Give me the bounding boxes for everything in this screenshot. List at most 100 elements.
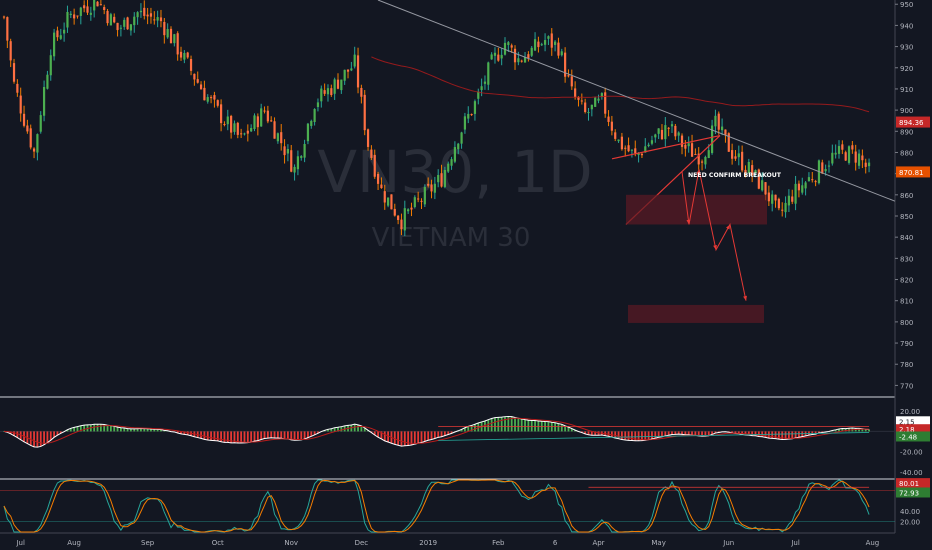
- candle[interactable]: [480, 78, 483, 97]
- candle[interactable]: [787, 189, 790, 213]
- candle[interactable]: [86, 0, 89, 15]
- candle[interactable]: [854, 144, 857, 171]
- candle[interactable]: [851, 140, 854, 154]
- candle[interactable]: [39, 111, 42, 134]
- candle[interactable]: [123, 17, 126, 30]
- candle[interactable]: [423, 184, 426, 208]
- candle[interactable]: [473, 99, 477, 121]
- candle[interactable]: [356, 47, 360, 94]
- candle[interactable]: [590, 104, 593, 117]
- candle[interactable]: [751, 160, 754, 183]
- candle[interactable]: [129, 24, 133, 36]
- candle[interactable]: [330, 84, 333, 97]
- candle[interactable]: [687, 136, 690, 153]
- candle[interactable]: [777, 197, 780, 211]
- candle[interactable]: [650, 135, 654, 146]
- candle[interactable]: [771, 190, 774, 212]
- candle[interactable]: [841, 140, 844, 155]
- candle[interactable]: [260, 103, 263, 127]
- candle[interactable]: [109, 12, 112, 26]
- candle[interactable]: [363, 90, 366, 136]
- candle[interactable]: [203, 80, 206, 101]
- candle[interactable]: [617, 139, 620, 143]
- candle[interactable]: [63, 22, 66, 42]
- candle[interactable]: [450, 156, 453, 170]
- candle[interactable]: [700, 159, 704, 171]
- candle[interactable]: [230, 114, 233, 139]
- candle[interactable]: [246, 124, 249, 142]
- candle[interactable]: [300, 155, 303, 161]
- candle[interactable]: [637, 152, 640, 163]
- candle[interactable]: [801, 177, 804, 195]
- candle[interactable]: [741, 145, 744, 173]
- candle[interactable]: [503, 37, 507, 56]
- candle[interactable]: [483, 75, 487, 90]
- candle[interactable]: [143, 0, 146, 20]
- candle[interactable]: [89, 6, 92, 21]
- candle[interactable]: [410, 202, 413, 217]
- candle[interactable]: [276, 132, 279, 144]
- candle[interactable]: [193, 73, 196, 86]
- candle[interactable]: [6, 16, 9, 49]
- candle[interactable]: [814, 179, 817, 187]
- candle[interactable]: [316, 98, 320, 112]
- candle[interactable]: [22, 105, 26, 128]
- candle[interactable]: [306, 122, 310, 145]
- candle[interactable]: [487, 61, 490, 91]
- candle[interactable]: [79, 6, 82, 25]
- candle[interactable]: [196, 71, 199, 84]
- candle[interactable]: [233, 120, 236, 135]
- candle[interactable]: [149, 7, 153, 24]
- candle[interactable]: [189, 55, 193, 76]
- candle[interactable]: [390, 194, 393, 210]
- candle[interactable]: [266, 105, 269, 124]
- candle[interactable]: [69, 11, 72, 19]
- candle[interactable]: [66, 5, 69, 33]
- candle[interactable]: [226, 109, 229, 131]
- candle[interactable]: [560, 48, 563, 57]
- candle[interactable]: [587, 108, 590, 121]
- candle[interactable]: [400, 213, 403, 236]
- candle[interactable]: [253, 113, 256, 132]
- candle[interactable]: [821, 159, 824, 175]
- candle[interactable]: [554, 40, 557, 52]
- candle[interactable]: [547, 35, 550, 46]
- candle[interactable]: [199, 81, 203, 90]
- candle[interactable]: [280, 124, 283, 151]
- candle[interactable]: [29, 124, 32, 150]
- candle[interactable]: [604, 87, 607, 118]
- candle[interactable]: [12, 58, 16, 84]
- candle[interactable]: [727, 132, 730, 152]
- candle[interactable]: [159, 9, 163, 28]
- candle[interactable]: [303, 139, 306, 163]
- candle[interactable]: [360, 84, 363, 104]
- macd-pane[interactable]: 20.000.00-20.00-40.002.152.18-2.48: [0, 408, 930, 477]
- candle[interactable]: [804, 181, 807, 196]
- candle[interactable]: [674, 123, 677, 140]
- candle[interactable]: [2, 15, 6, 20]
- candle[interactable]: [697, 147, 700, 170]
- candle[interactable]: [216, 99, 219, 108]
- candle[interactable]: [333, 77, 336, 100]
- candle[interactable]: [59, 28, 62, 40]
- candle[interactable]: [336, 73, 340, 90]
- candle[interactable]: [93, 0, 96, 18]
- candle[interactable]: [213, 91, 216, 108]
- candle[interactable]: [747, 158, 750, 174]
- candle[interactable]: [847, 145, 851, 165]
- candle[interactable]: [343, 69, 346, 85]
- candle[interactable]: [176, 31, 179, 61]
- candle[interactable]: [807, 172, 811, 182]
- candle[interactable]: [614, 129, 617, 142]
- candle[interactable]: [56, 26, 59, 41]
- candle[interactable]: [236, 121, 239, 139]
- candle[interactable]: [694, 148, 697, 156]
- candle[interactable]: [627, 137, 630, 153]
- candle[interactable]: [791, 189, 794, 205]
- candle[interactable]: [540, 42, 543, 46]
- candle[interactable]: [313, 108, 316, 126]
- candle[interactable]: [393, 203, 396, 217]
- candle[interactable]: [550, 28, 553, 56]
- candle[interactable]: [670, 120, 674, 134]
